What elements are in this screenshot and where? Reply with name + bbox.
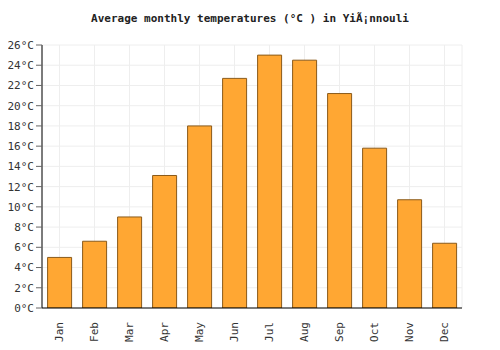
svg-text:26°C: 26°C <box>8 39 34 52</box>
svg-text:12°C: 12°C <box>8 181 34 194</box>
svg-text:Apr: Apr <box>158 322 171 342</box>
svg-text:Aug: Aug <box>298 322 311 342</box>
svg-text:2°C: 2°C <box>14 282 34 295</box>
svg-text:Nov: Nov <box>403 322 416 342</box>
svg-text:Jan: Jan <box>53 322 66 342</box>
svg-text:0°C: 0°C <box>14 302 34 315</box>
svg-text:6°C: 6°C <box>14 241 34 254</box>
svg-text:Oct: Oct <box>368 322 381 342</box>
svg-text:18°C: 18°C <box>8 120 34 133</box>
svg-text:Dec: Dec <box>438 322 451 342</box>
svg-text:4°C: 4°C <box>14 261 34 274</box>
svg-text:10°C: 10°C <box>8 201 34 214</box>
svg-text:Jul: Jul <box>263 322 276 342</box>
svg-text:24°C: 24°C <box>8 59 34 72</box>
svg-text:Jun: Jun <box>228 322 241 342</box>
svg-text:16°C: 16°C <box>8 140 34 153</box>
html-text:Average monthly temperatures (: Average monthly temperatures (°C ) in Yi… <box>91 12 409 25</box>
svg-text:Mar: Mar <box>123 322 136 342</box>
svg-text:Sep: Sep <box>333 322 346 342</box>
svg-text:May: May <box>193 322 206 342</box>
svg-text:14°C: 14°C <box>8 160 34 173</box>
svg-text:8°C: 8°C <box>14 221 34 234</box>
svg-text:20°C: 20°C <box>8 100 34 113</box>
svg-text:22°C: 22°C <box>8 79 34 92</box>
svg-text:Feb: Feb <box>88 322 101 342</box>
